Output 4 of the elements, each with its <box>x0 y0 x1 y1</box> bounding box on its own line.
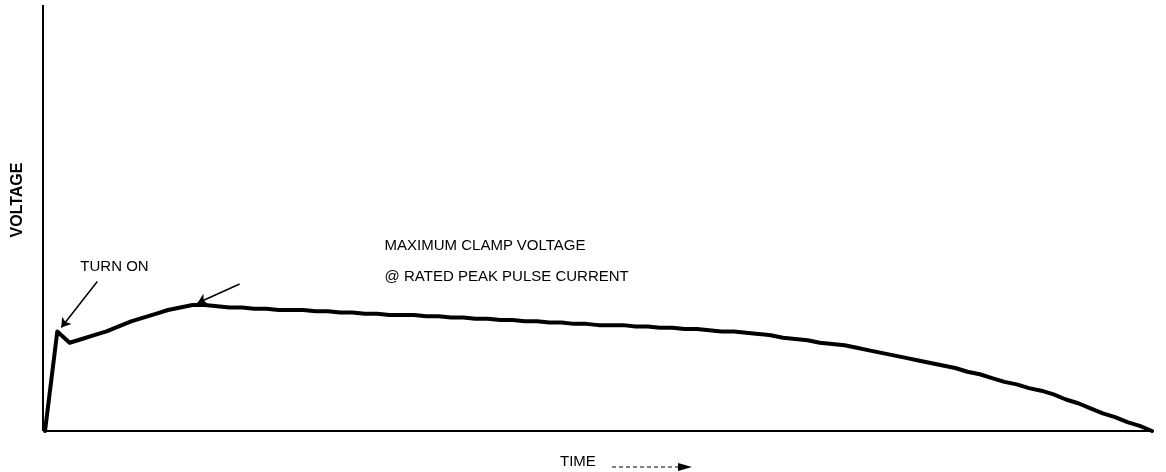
x-axis-title: TIME <box>560 452 596 469</box>
text: MAXIMUM CLAMP VOLTAGE @ RATED PEAK PULSE CURRENT <box>384 235 629 284</box>
text: TURN ON <box>80 257 149 275</box>
y-axis-title: VOLTAGE <box>7 162 25 238</box>
